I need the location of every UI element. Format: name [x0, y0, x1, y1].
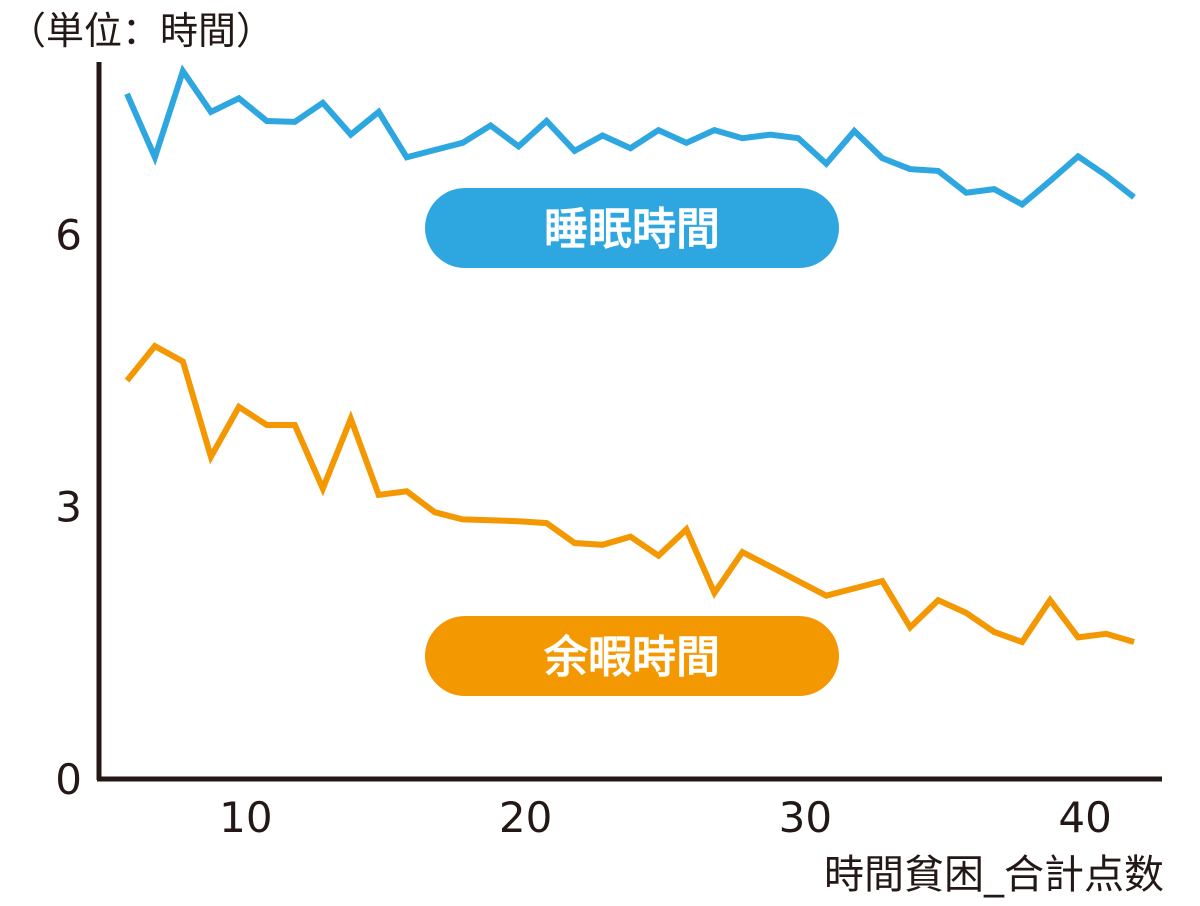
leisure-data-point — [879, 578, 885, 584]
sleep-data-point — [488, 123, 494, 129]
leisure-data-point — [1075, 634, 1081, 640]
x-tick-label: 40 — [1058, 793, 1111, 842]
sleep-data-point — [823, 161, 829, 167]
sleep-data-point — [767, 132, 773, 138]
sleep-data-point — [739, 135, 745, 141]
sleep-data-point — [935, 168, 941, 174]
leisure-data-point — [656, 553, 662, 559]
sleep-data-point — [1047, 178, 1053, 184]
series-label-leisure: 余暇時間 — [425, 616, 839, 696]
y-tick-label: 3 — [55, 483, 82, 532]
y-tick-labels: 0 3 6 — [55, 210, 82, 804]
leisure-data-point — [1103, 631, 1109, 637]
x-axis-title: 時間貧困_合計点数 — [824, 852, 1164, 898]
sleep-data-point — [376, 109, 382, 115]
leisure-data-point — [1047, 597, 1053, 603]
leisure-data-point — [795, 578, 801, 584]
sleep-data-point — [963, 190, 969, 196]
sleep-time-line — [124, 64, 1136, 209]
sleep-data-point — [628, 145, 634, 151]
leisure-data-point — [544, 520, 550, 526]
sleep-data-point — [907, 166, 913, 172]
leisure-data-point — [572, 540, 578, 546]
sleep-label-text: 睡眠時間 — [544, 204, 720, 255]
leisure-data-point — [292, 422, 298, 428]
x-tick-labels: 10 20 30 40 — [219, 793, 1112, 842]
sleep-data-point — [1019, 202, 1025, 208]
unit-label: （単位：時間） — [8, 9, 274, 53]
leisure-data-point — [907, 624, 913, 630]
sleep-data-point — [404, 154, 410, 160]
sleep-data-point — [208, 109, 214, 115]
series-label-sleep: 睡眠時間 — [425, 188, 839, 268]
sleep-data-point — [851, 128, 857, 134]
leisure-label-pill — [425, 616, 839, 696]
sleep-data-point — [264, 118, 270, 124]
sleep-data-point — [711, 127, 717, 133]
leisure-time-line — [124, 342, 1135, 646]
leisure-data-point — [376, 492, 382, 498]
leisure-data-point — [935, 597, 941, 603]
leisure-data-point — [1019, 639, 1025, 645]
x-tick-label: 10 — [219, 793, 272, 842]
sleep-label-pill — [425, 188, 839, 268]
sleep-data-point — [124, 91, 130, 97]
sleep-data-point — [320, 100, 326, 106]
sleep-data-point — [432, 147, 438, 153]
leisure-data-point — [628, 534, 634, 540]
leisure-data-point — [851, 585, 857, 591]
sleep-data-point — [292, 119, 298, 125]
sleep-data-point — [795, 135, 801, 141]
leisure-data-point — [711, 590, 717, 596]
x-tick-label: 20 — [499, 793, 552, 842]
leisure-data-point — [516, 518, 522, 524]
axes — [96, 62, 1162, 782]
leisure-data-point — [991, 629, 997, 635]
sleep-data-point — [879, 155, 885, 161]
leisure-data-point — [460, 516, 466, 522]
sleep-data-point — [348, 132, 354, 138]
leisure-data-point — [963, 610, 969, 616]
sleep-data-point — [1131, 194, 1137, 200]
sleep-data-point — [1103, 172, 1109, 178]
leisure-data-point — [488, 517, 494, 523]
sleep-data-point — [152, 154, 158, 160]
sleep-data-point — [1075, 153, 1081, 159]
sleep-data-point — [236, 95, 242, 101]
x-tick-label: 30 — [779, 793, 832, 842]
leisure-data-point — [208, 454, 214, 460]
leisure-data-point — [432, 509, 438, 515]
leisure-data-point — [236, 404, 242, 410]
sleep-data-point — [544, 118, 550, 124]
leisure-data-point — [180, 359, 186, 365]
leisure-data-point — [767, 564, 773, 570]
leisure-data-point — [320, 486, 326, 492]
sleep-data-point — [180, 68, 186, 74]
leisure-data-point — [124, 378, 130, 384]
leisure-label-text: 余暇時間 — [543, 632, 720, 683]
leisure-data-point — [683, 526, 689, 532]
sleep-data-point — [600, 133, 606, 139]
leisure-data-point — [739, 549, 745, 555]
leisure-data-point — [1131, 639, 1137, 645]
y-tick-label: 6 — [55, 210, 82, 259]
sleep-data-point — [683, 140, 689, 146]
sleep-data-point — [572, 148, 578, 154]
y-tick-label: 0 — [55, 755, 82, 804]
leisure-data-point — [348, 416, 354, 422]
sleep-data-point — [460, 140, 466, 146]
series-lines — [124, 64, 1137, 646]
leisure-data-point — [264, 422, 270, 428]
sleep-data-point — [991, 186, 997, 192]
sleep-data-point — [656, 127, 662, 133]
leisure-data-point — [152, 343, 158, 349]
sleep-data-point — [516, 143, 522, 149]
leisure-data-point — [600, 542, 606, 548]
leisure-data-point — [404, 488, 410, 494]
leisure-data-point — [823, 593, 829, 599]
